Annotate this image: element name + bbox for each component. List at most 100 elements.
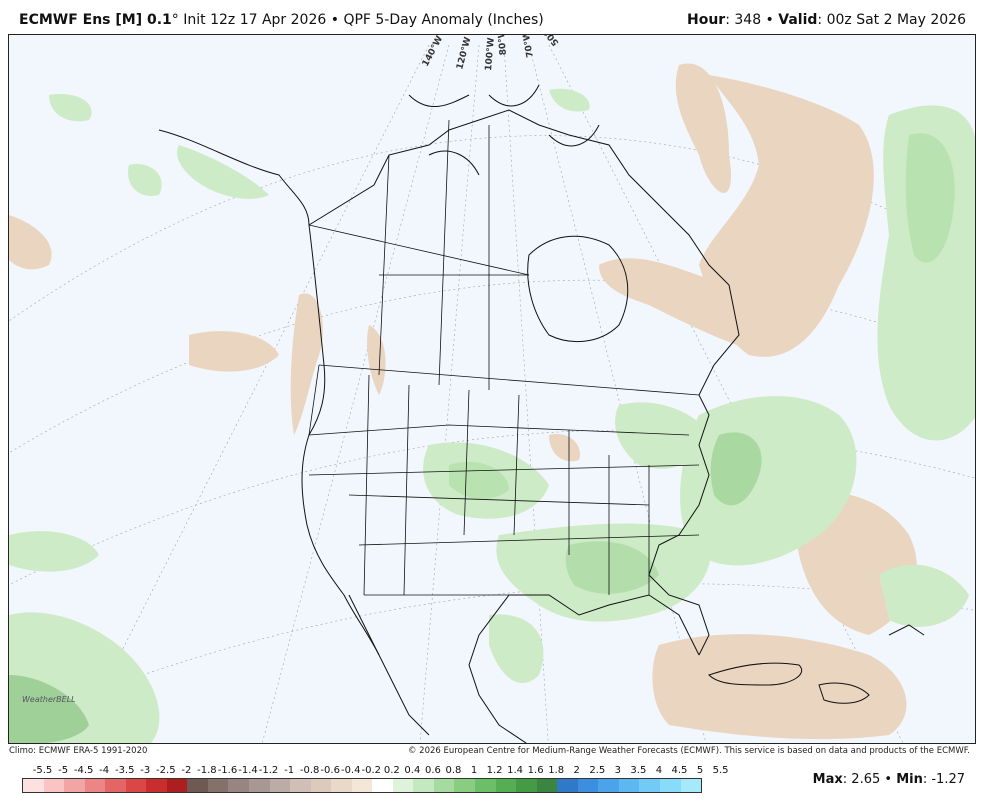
min-value: : -1.27 — [922, 772, 965, 787]
colorbar-label: -0.4 — [340, 765, 361, 776]
colorbar-label: 1.4 — [507, 765, 524, 776]
header: ECMWF Ens [M] 0.1° Init 12z 17 Apr 2026 … — [0, 0, 984, 34]
colorbar-swatch — [207, 779, 229, 792]
colorbar-swatch — [228, 779, 250, 792]
colorbar-swatch — [618, 779, 640, 792]
colorbar-swatch — [331, 779, 352, 792]
map-panel: 140°W 120°W 100°W 80°W 70°W 50°W Weather… — [8, 34, 976, 744]
colorbar-label: -4.5 — [73, 765, 94, 776]
colorbar-swatch — [249, 779, 270, 792]
colorbar-swatch — [372, 779, 393, 792]
colorbar-labels: -5.5 -5 -4.5 -4 -3.5 -3 -2.5 -2 -1.8 -1.6 -1.4 -1.2… — [22, 765, 729, 777]
colorbar-swatch — [659, 779, 681, 792]
meridian-label-120w: 120°W — [455, 36, 473, 71]
colorbar-label: 0.8 — [445, 765, 462, 776]
colorbar-label: 5 — [696, 765, 704, 776]
colorbar-label: 5.5 — [712, 765, 729, 776]
product-name: QPF 5-Day Anomaly (Inches) — [343, 12, 544, 28]
colorbar-label: -1.2 — [258, 765, 279, 776]
colorbar-swatch — [680, 779, 702, 792]
map-title: ECMWF Ens [M] 0.1° Init 12z 17 Apr 2026 … — [19, 12, 544, 28]
valid-label: Valid — [778, 12, 818, 28]
max-label: Max — [812, 772, 843, 787]
colorbar-label: 2 — [573, 765, 580, 776]
colorbar-swatch — [577, 779, 599, 792]
meridian-label-70w: 70°W — [521, 35, 536, 58]
colorbar-label: 1.6 — [527, 765, 544, 776]
colorbar — [22, 778, 702, 793]
colorbar-swatch — [495, 779, 517, 792]
colorbar-swatch — [454, 779, 476, 792]
state-borders — [308, 119, 700, 596]
max-min: Max: 2.65 • Min: -1.27 — [813, 772, 965, 787]
map-outlines — [158, 84, 925, 743]
colorbar-label: -3.5 — [114, 765, 135, 776]
valid-separator: • — [761, 12, 779, 28]
footer: Climo: ECMWF ERA-5 1991-2020 © 2026 Euro… — [0, 746, 984, 808]
colorbar-label: -1.4 — [238, 765, 258, 776]
weatherbell-watermark: WeatherBELL — [22, 695, 76, 704]
colorbar-label: -1 — [284, 765, 295, 776]
colorbar-label: -1.8 — [197, 765, 217, 776]
colorbar-swatch — [23, 779, 44, 792]
colorbar-label: -0.6 — [320, 765, 340, 776]
colorbar-swatch — [146, 779, 167, 792]
meridian-label-140w: 140°W — [421, 35, 445, 68]
colorbar-label: 0.2 — [383, 765, 400, 776]
colorbar-label: -2.5 — [156, 765, 176, 776]
colorbar-label: 1 — [470, 765, 478, 776]
max-value: : 2.65 — [842, 772, 881, 787]
colorbar-label: -1.6 — [217, 765, 238, 776]
colorbar-label: -0.8 — [299, 765, 320, 776]
colorbar-label: -5 — [58, 765, 69, 776]
maxmin-separator: • — [880, 772, 897, 787]
colorbar-swatch — [639, 779, 660, 792]
colorbar-label: 0.4 — [404, 765, 421, 776]
colorbar-swatch — [187, 779, 208, 792]
colorbar-swatch — [43, 779, 65, 792]
hour-label: Hour — [687, 12, 726, 28]
colorbar-swatch — [166, 779, 188, 792]
colorbar-label: 1.8 — [548, 765, 565, 776]
degree-sign: ° — [171, 12, 179, 28]
colorbar-swatch — [413, 779, 434, 792]
colorbar-swatch — [64, 779, 85, 792]
meridian-label-100w: 100°W — [484, 37, 497, 71]
colorbar-label: 3 — [614, 765, 621, 776]
colorbar-swatch — [105, 779, 126, 792]
colorbar-label: 0.6 — [424, 765, 441, 776]
colorbar-swatch — [536, 779, 558, 792]
valid-time: Hour: 348 • Valid: 00z Sat 2 May 2026 — [687, 12, 966, 28]
colorbar-swatch — [84, 779, 106, 792]
colorbar-label: -0.2 — [361, 765, 382, 776]
colorbar-label: 3.5 — [630, 765, 647, 776]
meridian-labels: 140°W 120°W 100°W 80°W 70°W 50°W — [421, 35, 562, 71]
colorbar-swatch — [290, 779, 311, 792]
colorbar-label: 1.2 — [486, 765, 503, 776]
colorbar-swatch — [598, 779, 619, 792]
meridian-label-80w: 80°W — [497, 35, 509, 56]
colorbar-swatch — [475, 779, 496, 792]
wet-anomaly-areas — [9, 88, 975, 743]
hour-value: : 348 — [725, 12, 762, 28]
climo-note: Climo: ECMWF ERA-5 1991-2020 — [9, 746, 148, 756]
min-label: Min — [896, 772, 923, 787]
colorbar-label: -2 — [181, 765, 192, 776]
valid-value: : 00z Sat 2 May 2026 — [817, 12, 966, 28]
colorbar-swatch — [557, 779, 578, 792]
colorbar-swatch — [433, 779, 455, 792]
colorbar-swatch — [392, 779, 414, 792]
colorbar-swatch — [125, 779, 147, 792]
colorbar-label: -4 — [99, 765, 110, 776]
colorbar-swatch — [516, 779, 537, 792]
map-svg: 140°W 120°W 100°W 80°W 70°W 50°W — [9, 35, 975, 743]
copyright-note: © 2026 European Centre for Medium-Range … — [407, 746, 970, 756]
model-name: ECMWF Ens [M] 0.1 — [19, 12, 172, 28]
colorbar-label: 4.5 — [671, 765, 688, 776]
colorbar-label: 2.5 — [589, 765, 606, 776]
colorbar-swatch — [310, 779, 332, 792]
colorbar-label: -3 — [140, 765, 151, 776]
colorbar-label: -5.5 — [32, 765, 53, 776]
title-separator: • — [326, 12, 344, 28]
colorbar-label: 4 — [655, 765, 663, 776]
